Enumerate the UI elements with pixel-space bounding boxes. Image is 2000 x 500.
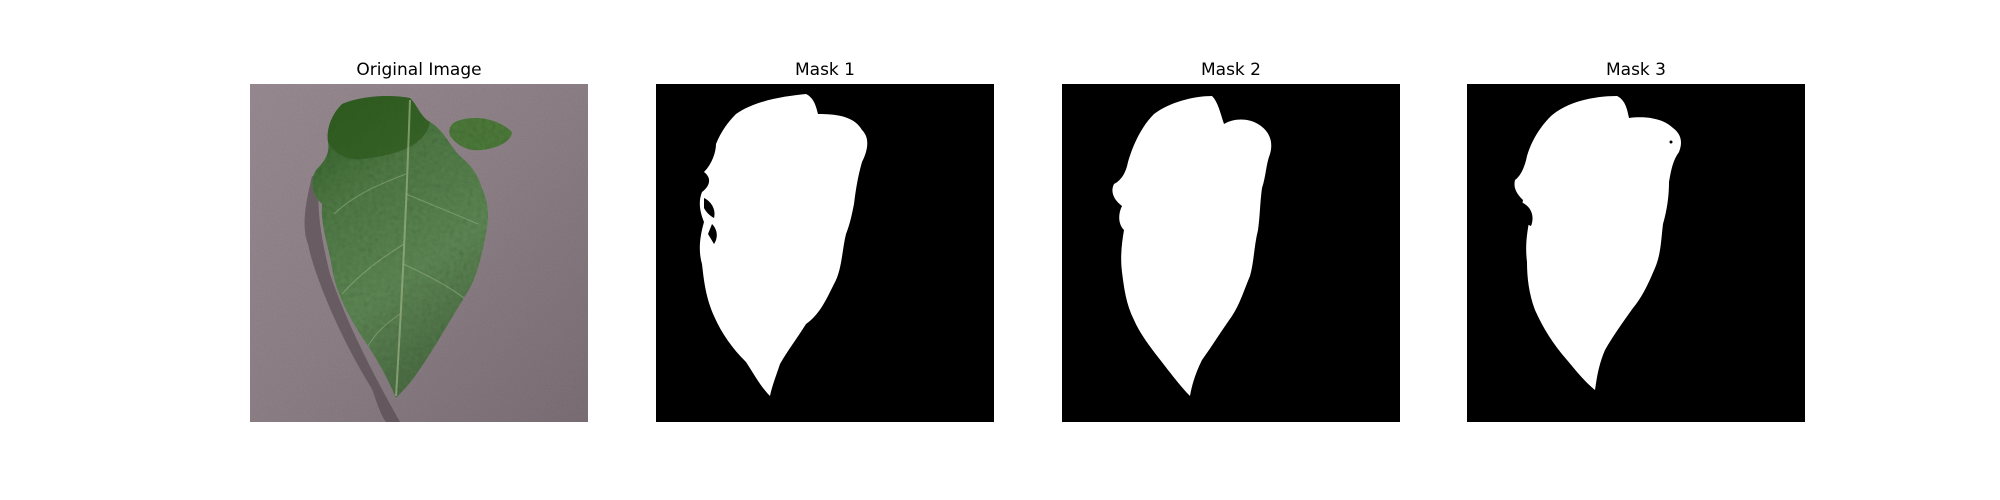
mask-1-graphic — [656, 84, 994, 422]
mask-1-panel: Mask 1 — [656, 56, 994, 422]
segmentation-mask-1 — [656, 84, 994, 422]
panel-title: Mask 2 — [1200, 60, 1261, 80]
segmentation-mask-3 — [1467, 84, 1805, 422]
mask-foreground — [1514, 96, 1681, 390]
original-image-panel: Original Image — [250, 56, 588, 422]
mask-foreground — [699, 94, 868, 396]
segmentation-mask-2 — [1062, 84, 1400, 422]
leaf-photo — [250, 84, 588, 422]
panel-title: Original Image — [356, 60, 482, 80]
mask-2-graphic — [1062, 84, 1400, 422]
leaf-photo-graphic — [250, 84, 588, 422]
panel-title: Mask 1 — [794, 60, 855, 80]
mask-2-panel: Mask 2 — [1062, 56, 1400, 422]
mask-3-panel: Mask 3 — [1467, 56, 1805, 422]
panel-title: Mask 3 — [1605, 60, 1666, 80]
mask-foreground — [1112, 96, 1272, 396]
mask-3-graphic — [1467, 84, 1805, 422]
leaflet — [449, 117, 512, 151]
